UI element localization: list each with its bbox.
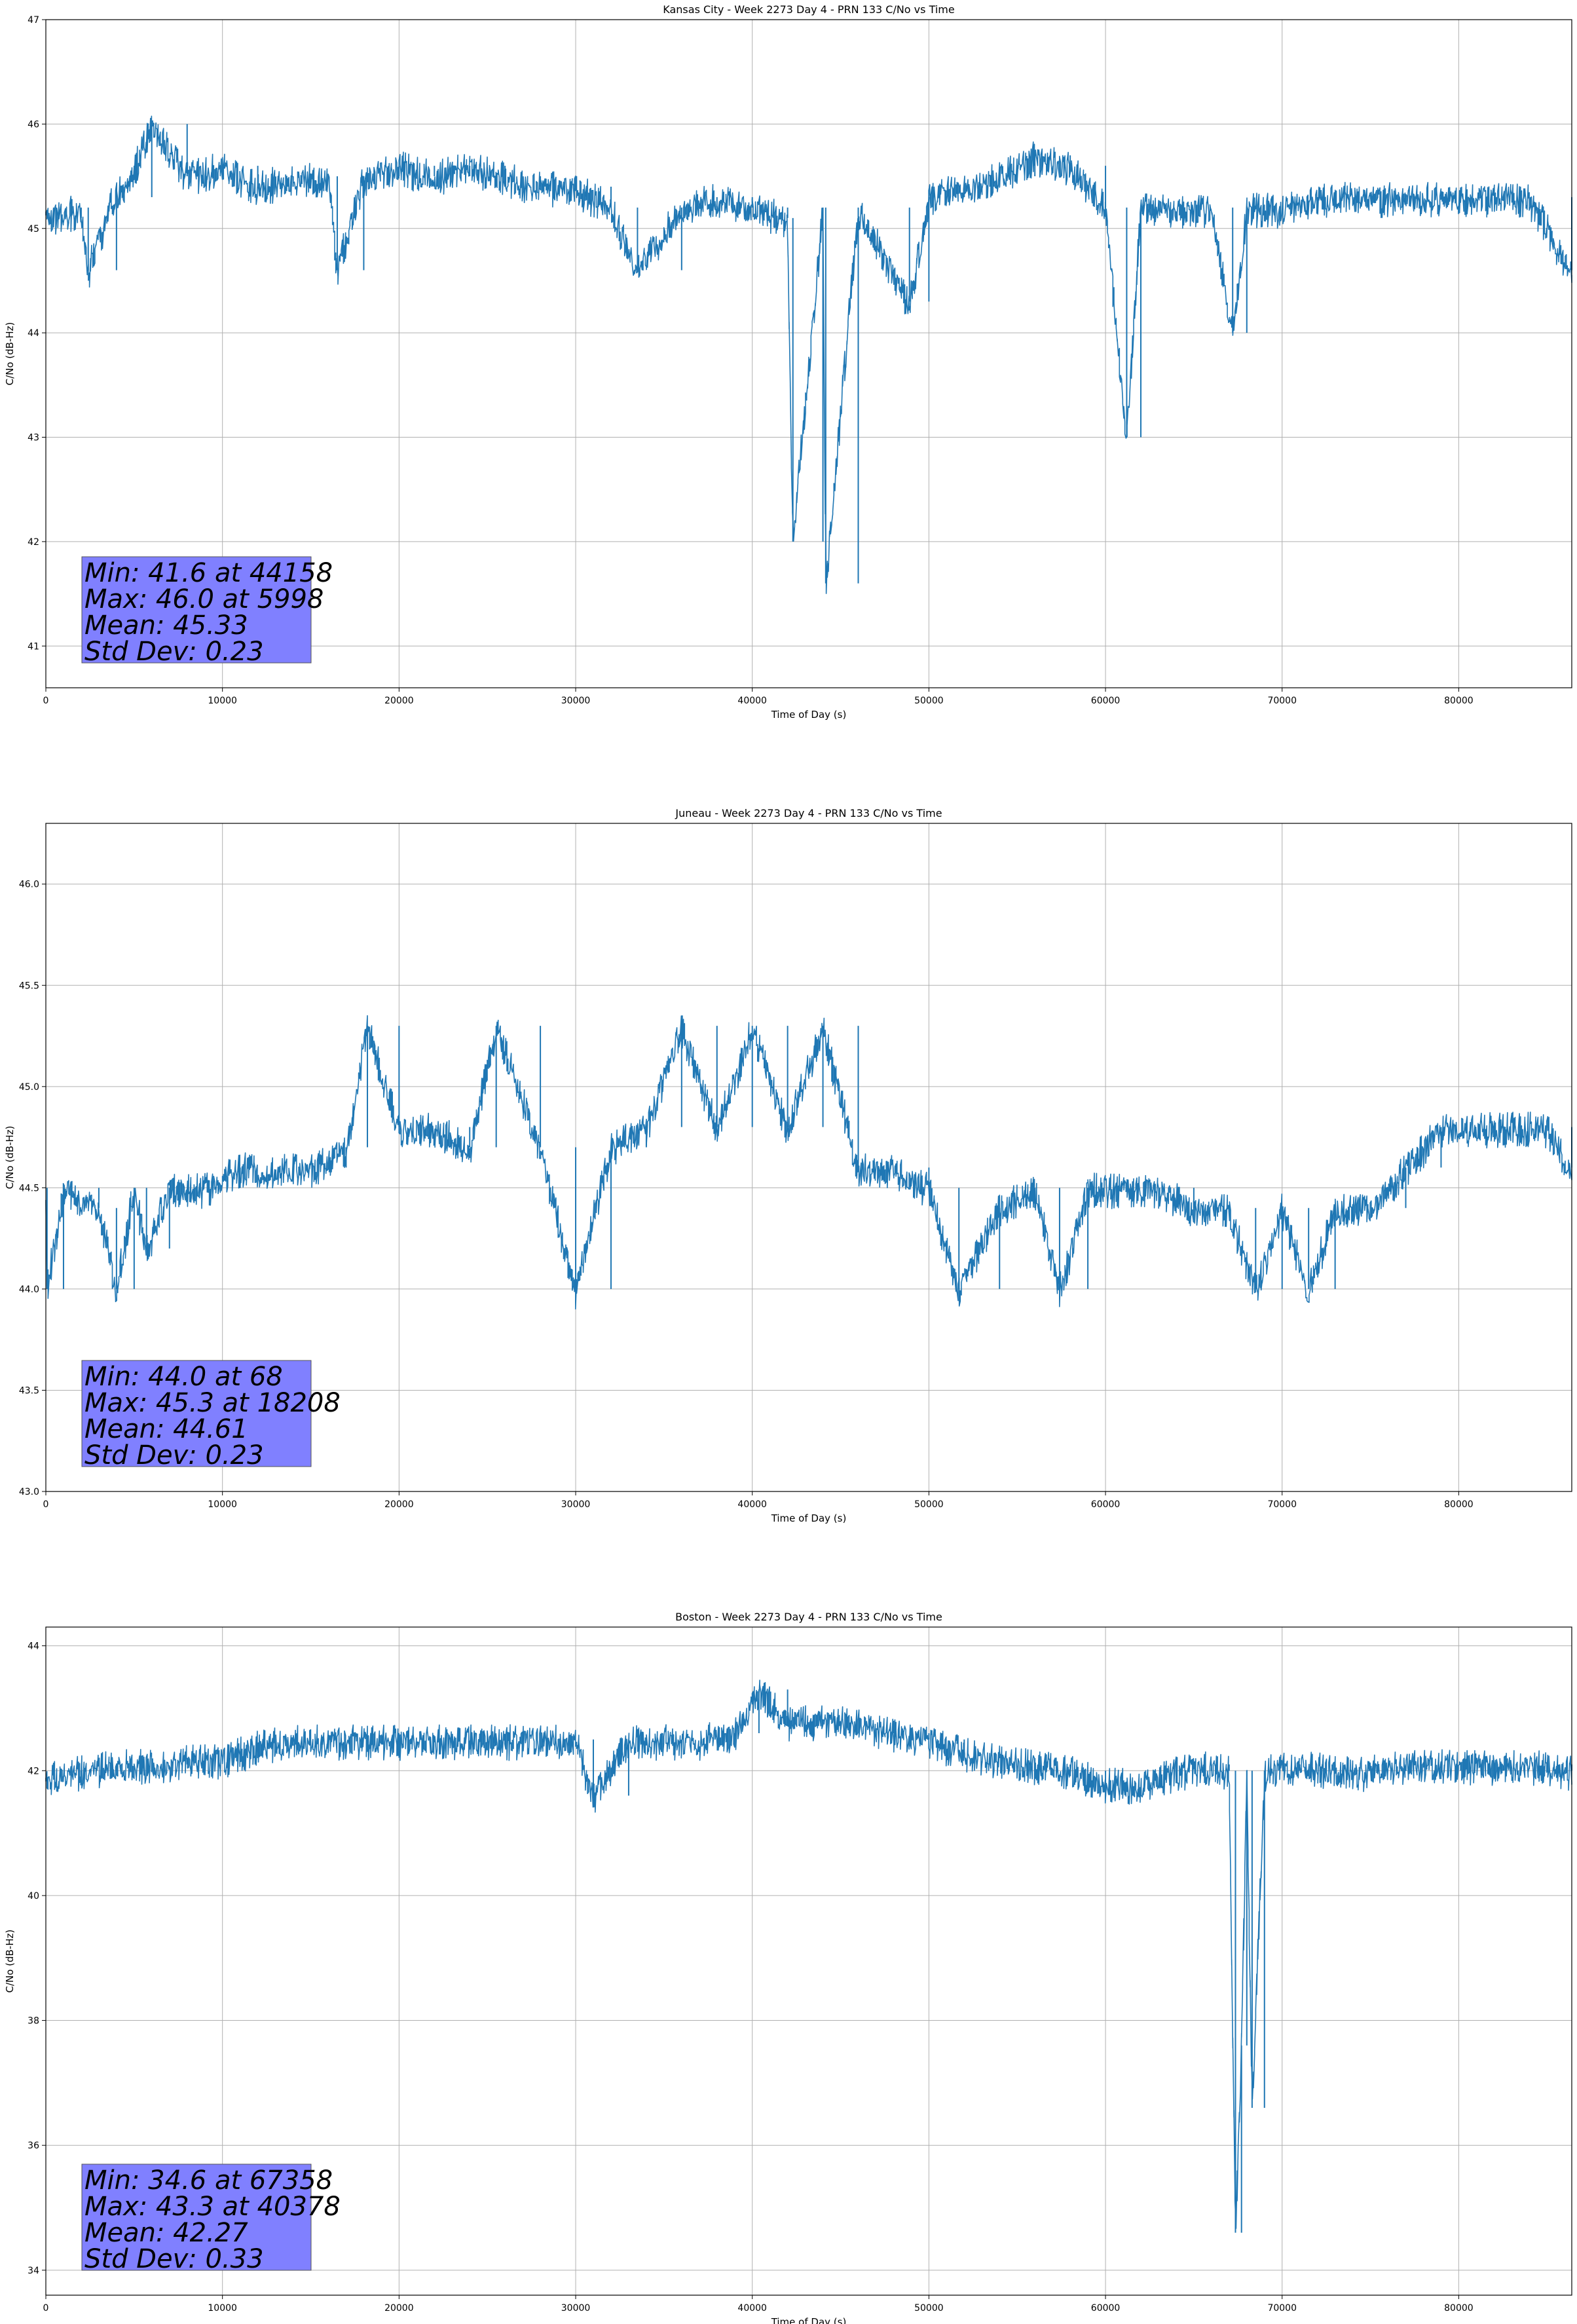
panel2-axes-frame [45,823,1572,1492]
panel3-stats-min: Min: 34.6 at 67358 [84,2165,333,2196]
panel1-x-tick-label: 50000 [914,696,944,706]
panel3-y-tick-label: 34 [28,2266,39,2276]
panel2-y-tick-label: 44.0 [19,1284,39,1295]
panel1-x-tick-label: 70000 [1267,696,1297,706]
panel1-y-tick-label: 45 [28,224,39,234]
panel1-y-tick-label: 42 [28,537,39,548]
panel1-y-tick-label: 43 [28,433,39,443]
panel3-title: Boston - Week 2273 Day 4 - PRN 133 C/No … [675,1611,942,1623]
panel2-y-tick-label: 46.0 [19,880,39,890]
panel1-stats-box [81,556,312,664]
panel2-data-trace [45,1015,1572,1310]
panel3-stats-mean: Mean: 42.27 [84,2218,248,2248]
panel1-x-tick-label: 0 [43,696,49,706]
panel1-stats-mean: Mean: 45.33 [84,610,248,641]
panel1-stats-std: Std Dev: 0.23 [84,637,264,667]
panel1-title: Kansas City - Week 2273 Day 4 - PRN 133 … [663,3,954,16]
panel1-y-tick-label: 47 [28,15,39,26]
panel1-stats-max: Max: 46.0 at 5998 [84,584,324,614]
panel2-stats-mean: Mean: 44.61 [84,1414,248,1444]
panel2-x-tick-label: 50000 [914,1499,944,1510]
panel3-x-tick-label: 20000 [384,2303,414,2314]
panel3-x-tick-label: 80000 [1444,2303,1474,2314]
panel2-x-tick-label: 40000 [737,1499,767,1510]
panel3-x-tick-label: 40000 [737,2303,767,2314]
panel2-x-tick-label: 70000 [1267,1499,1297,1510]
panel3-y-tick-label: 38 [28,2016,39,2027]
panel1-y-tick-label: 46 [28,119,39,130]
panel1-y-tick-label: 44 [28,328,39,339]
panel2-y-tick-label: 43.5 [19,1385,39,1396]
panel1-y-axis-label: C/No (dB-Hz) [4,322,16,386]
panel2-stats-std: Std Dev: 0.23 [84,1440,264,1471]
panel3-x-tick-label: 10000 [208,2303,237,2314]
panel2-x-tick-label: 0 [43,1499,49,1510]
panel3-data-trace [45,1679,1572,2229]
panel2-stats-min: Min: 44.0 at 68 [84,1362,283,1392]
panel3-stats-std: Std Dev: 0.33 [84,2244,264,2274]
panel1-x-tick-label: 20000 [384,696,414,706]
panel1-x-tick-label: 40000 [737,696,767,706]
panel1-x-tick-label: 30000 [561,696,591,706]
panel2-title: Juneau - Week 2273 Day 4 - PRN 133 C/No … [675,807,942,819]
panel2-y-tick-label: 43.0 [19,1487,39,1497]
panel1-x-axis-label: Time of Day (s) [771,709,847,721]
panel2-x-tick-label: 80000 [1444,1499,1474,1510]
panel2-y-tick-label: 44.5 [19,1183,39,1193]
panel1-x-tick-label: 80000 [1444,696,1474,706]
panel1-x-tick-label: 60000 [1091,696,1121,706]
panel3-x-tick-label: 0 [43,2303,49,2314]
panel1-y-tick-label: 41 [28,641,39,652]
panel1-data-trace [45,115,1572,594]
panel1-x-tick-label: 10000 [208,696,237,706]
panel3-y-axis-label: C/No (dB-Hz) [4,1930,16,1993]
panel2-x-axis-label: Time of Day (s) [771,1512,847,1524]
panel2-y-tick-label: 45.5 [19,981,39,991]
panel3-x-axis-label: Time of Day (s) [771,2316,847,2324]
panel2-x-tick-label: 60000 [1091,1499,1121,1510]
panel3-axes-frame [45,1626,1572,2296]
panel3-stats-max: Max: 43.3 at 40378 [84,2192,341,2222]
panel2-stats-box [81,1360,312,1467]
panel2-x-tick-label: 20000 [384,1499,414,1510]
panel2-y-axis-label: C/No (dB-Hz) [4,1126,16,1190]
panel2-y-tick-label: 45.0 [19,1082,39,1093]
panel3-y-tick-label: 36 [28,2141,39,2151]
panel3-y-tick-label: 44 [28,1641,39,1652]
panel2-x-tick-label: 10000 [208,1499,237,1510]
panel3-stats-box [81,2164,312,2271]
panel3-x-tick-label: 50000 [914,2303,944,2314]
panel3-y-tick-label: 40 [28,1891,39,1902]
panel1-axes-frame [45,19,1572,688]
panel2-x-tick-label: 30000 [561,1499,591,1510]
panel3-x-tick-label: 70000 [1267,2303,1297,2314]
panel3-x-tick-label: 60000 [1091,2303,1121,2314]
panel3-y-tick-label: 42 [28,1766,39,1776]
panel2-stats-max: Max: 45.3 at 18208 [84,1388,341,1418]
panel3-x-tick-label: 30000 [561,2303,591,2314]
panel1-stats-min: Min: 41.6 at 44158 [84,558,333,588]
